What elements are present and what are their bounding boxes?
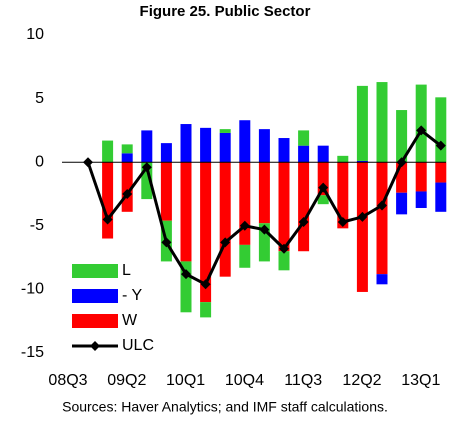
x-tick-label: 08Q3 (48, 372, 87, 389)
line-marker (259, 224, 270, 235)
bar (376, 274, 388, 285)
bar (278, 138, 290, 163)
bar (298, 145, 310, 163)
bar (239, 244, 251, 268)
legend-swatch (72, 289, 118, 303)
bar (376, 82, 388, 163)
line-marker (122, 189, 133, 199)
bar (396, 110, 408, 163)
line-marker (416, 125, 427, 136)
bar (219, 129, 231, 133)
x-tick-label: 11Q3 (284, 372, 322, 389)
line-marker (161, 237, 172, 248)
bar (337, 162, 349, 229)
source-note: Sources: Haver Analytics; and IMF staff … (62, 399, 388, 415)
bar (239, 162, 251, 245)
x-tick-label: 09Q2 (107, 372, 146, 389)
bar (121, 144, 133, 154)
bar (278, 251, 290, 271)
x-tick-label: 10Q4 (225, 372, 264, 389)
chart-title: Figure 25. Public Sector (140, 3, 311, 20)
bar (200, 302, 212, 318)
y-tick-label: 10 (26, 26, 44, 43)
legend-label: L (122, 262, 131, 279)
line-marker (200, 279, 211, 290)
bar (180, 124, 192, 163)
bar (180, 162, 192, 262)
bar (317, 195, 329, 205)
bar (396, 192, 408, 215)
legend-label: ULC (122, 337, 154, 354)
bar (160, 162, 172, 221)
bar (317, 162, 329, 196)
line-marker (377, 200, 387, 211)
bar (258, 162, 270, 224)
bar (121, 162, 133, 212)
x-tick-label: 12Q2 (342, 372, 381, 389)
bar (298, 130, 310, 146)
bar (141, 162, 153, 200)
legend-swatch (72, 314, 118, 328)
bar (160, 143, 172, 163)
line-marker (298, 216, 309, 227)
bar (435, 97, 447, 163)
bar (219, 162, 231, 277)
bar (239, 120, 251, 163)
legend-label: - Y (122, 287, 142, 304)
bar (435, 182, 447, 212)
bar (141, 130, 153, 163)
line-marker (181, 269, 191, 280)
line-marker (83, 157, 93, 168)
bar (415, 162, 427, 192)
bar (356, 160, 368, 163)
bar (435, 162, 447, 183)
line-marker (396, 157, 407, 168)
x-tick-label: 13Q1 (401, 372, 440, 389)
legend-swatch (72, 264, 118, 278)
line-marker (279, 243, 289, 254)
bar (356, 162, 368, 292)
bar (415, 191, 427, 208)
y-tick-label: -10 (21, 281, 44, 298)
bar (200, 162, 212, 303)
bar (415, 84, 427, 163)
line-marker (220, 237, 231, 248)
bar (258, 129, 270, 163)
bar (298, 162, 310, 252)
bar (278, 162, 290, 252)
y-tick-label: 5 (35, 90, 44, 107)
line-marker (141, 162, 152, 173)
y-tick-label: -5 (30, 217, 44, 234)
line-marker (102, 214, 113, 225)
bar (356, 85, 368, 161)
bar (396, 162, 408, 193)
line-marker (239, 220, 250, 231)
line-marker (318, 182, 329, 193)
y-tick-label: -15 (21, 344, 44, 361)
bar (317, 145, 329, 163)
bar (180, 261, 192, 313)
y-tick-label: 0 (35, 153, 44, 170)
legend-label: W (122, 312, 138, 329)
bar (102, 140, 114, 163)
bar (102, 162, 114, 239)
line-marker (337, 216, 348, 227)
line-marker (435, 140, 446, 151)
bar (219, 132, 231, 163)
line-marker (357, 211, 368, 222)
bar (376, 162, 388, 275)
bar (258, 223, 270, 262)
bar (121, 153, 133, 163)
bar (200, 127, 212, 163)
bar (337, 155, 349, 163)
x-tick-label: 10Q1 (166, 372, 205, 389)
legend-marker (90, 341, 100, 351)
